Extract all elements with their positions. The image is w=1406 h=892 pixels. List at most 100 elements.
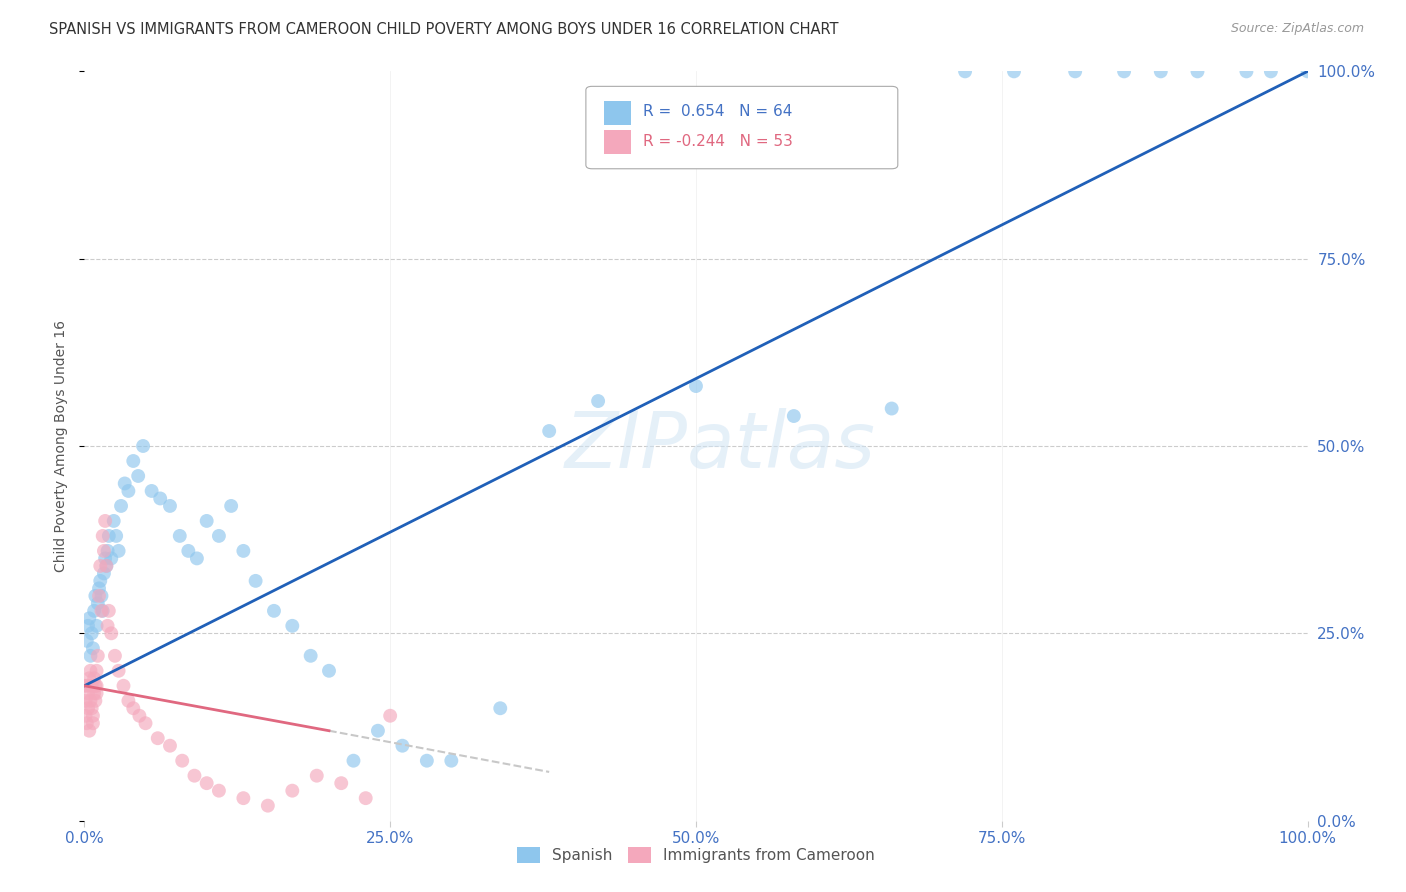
Point [90, 589, 112, 603]
Point [93, 566, 115, 581]
Point [1064, 64, 1087, 78]
Point [84, 694, 107, 708]
Point [100, 551, 122, 566]
Point [79, 694, 101, 708]
Text: R = -0.244   N = 53: R = -0.244 N = 53 [644, 134, 793, 149]
Text: Source: ZipAtlas.com: Source: ZipAtlas.com [1230, 22, 1364, 36]
Bar [605, 101, 631, 125]
Point [586, 394, 609, 409]
Point [97, 544, 120, 558]
Point [159, 499, 181, 513]
Point [76, 633, 98, 648]
Legend: Spanish, Immigrants from Cameroon: Spanish, Immigrants from Cameroon [510, 841, 882, 869]
Point [77, 611, 100, 625]
Text: SPANISH VS IMMIGRANTS FROM CAMEROON CHILD POVERTY AMONG BOYS UNDER 16 CORRELATIO: SPANISH VS IMMIGRANTS FROM CAMEROON CHIL… [49, 22, 839, 37]
Point [79, 648, 101, 663]
Point [318, 664, 340, 678]
Point [87, 589, 110, 603]
Point [232, 544, 254, 558]
Point [76, 679, 98, 693]
Point [132, 439, 155, 453]
Point [76, 716, 98, 731]
Point [135, 716, 157, 731]
Point [82, 641, 104, 656]
Point [177, 544, 200, 558]
Point [75, 708, 97, 723]
Point [354, 791, 377, 805]
Point [149, 491, 172, 506]
Point [367, 723, 389, 738]
Point [1296, 64, 1319, 78]
Point [83, 604, 105, 618]
Point [103, 514, 125, 528]
Point [538, 424, 561, 438]
Point [305, 769, 328, 783]
Point [183, 769, 205, 783]
Point [1002, 64, 1025, 78]
Point [97, 529, 120, 543]
Point [219, 499, 242, 513]
Point [117, 694, 139, 708]
Point [80, 626, 103, 640]
Point [87, 582, 110, 596]
Point [83, 686, 105, 700]
Point [1150, 64, 1173, 78]
Point [146, 731, 169, 746]
Point [172, 754, 194, 768]
Point [100, 626, 122, 640]
Point [86, 664, 108, 678]
Point [245, 574, 267, 588]
Point [94, 514, 117, 528]
Bar [605, 130, 631, 153]
Point [94, 551, 117, 566]
Y-axis label: Child Poverty Among Boys Under 16: Child Poverty Among Boys Under 16 [55, 320, 69, 572]
Point [440, 754, 463, 768]
Point [263, 604, 285, 618]
Point [84, 589, 107, 603]
Point [391, 739, 413, 753]
Point [122, 454, 145, 468]
Point [96, 558, 118, 573]
Point [110, 499, 132, 513]
Point [685, 379, 707, 393]
Point [281, 619, 304, 633]
Point [159, 739, 181, 753]
Point [97, 604, 120, 618]
Point [783, 409, 806, 423]
Point [1114, 64, 1136, 78]
FancyBboxPatch shape [586, 87, 898, 169]
Point [299, 648, 322, 663]
Point [880, 401, 903, 416]
Point [73, 679, 96, 693]
Point [141, 483, 163, 498]
Point [77, 619, 100, 633]
Point [281, 783, 304, 797]
Point [380, 708, 402, 723]
Point [104, 648, 127, 663]
Point [91, 529, 114, 543]
Point [77, 723, 100, 738]
Point [80, 679, 103, 693]
Point [128, 708, 150, 723]
Point [79, 664, 101, 678]
Point [117, 483, 139, 498]
Point [416, 754, 439, 768]
Point [208, 529, 231, 543]
Point [489, 701, 512, 715]
Point [80, 701, 103, 715]
Point [127, 469, 149, 483]
Point [107, 544, 129, 558]
Point [195, 776, 218, 790]
Point [89, 558, 111, 573]
Point [77, 701, 100, 715]
Point [89, 574, 111, 588]
Point [105, 529, 128, 543]
Point [107, 664, 129, 678]
Point [90, 604, 112, 618]
Point [93, 544, 115, 558]
Point [86, 679, 108, 693]
Point [114, 476, 136, 491]
Point [87, 648, 110, 663]
Point [342, 754, 364, 768]
Point [75, 694, 97, 708]
